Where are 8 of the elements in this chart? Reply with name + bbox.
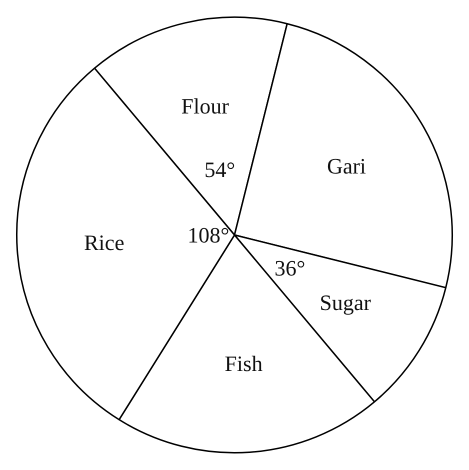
- data-label: 108°: [188, 222, 230, 248]
- slice-label: Fish: [224, 351, 263, 376]
- slice-label: Sugar: [320, 290, 372, 316]
- data-label: 36°: [274, 255, 306, 280]
- data-label: 54°: [204, 157, 236, 182]
- slice-label: Flour: [181, 93, 230, 118]
- slice-label: Rice: [84, 230, 124, 255]
- slice-label: Gari: [326, 153, 366, 178]
